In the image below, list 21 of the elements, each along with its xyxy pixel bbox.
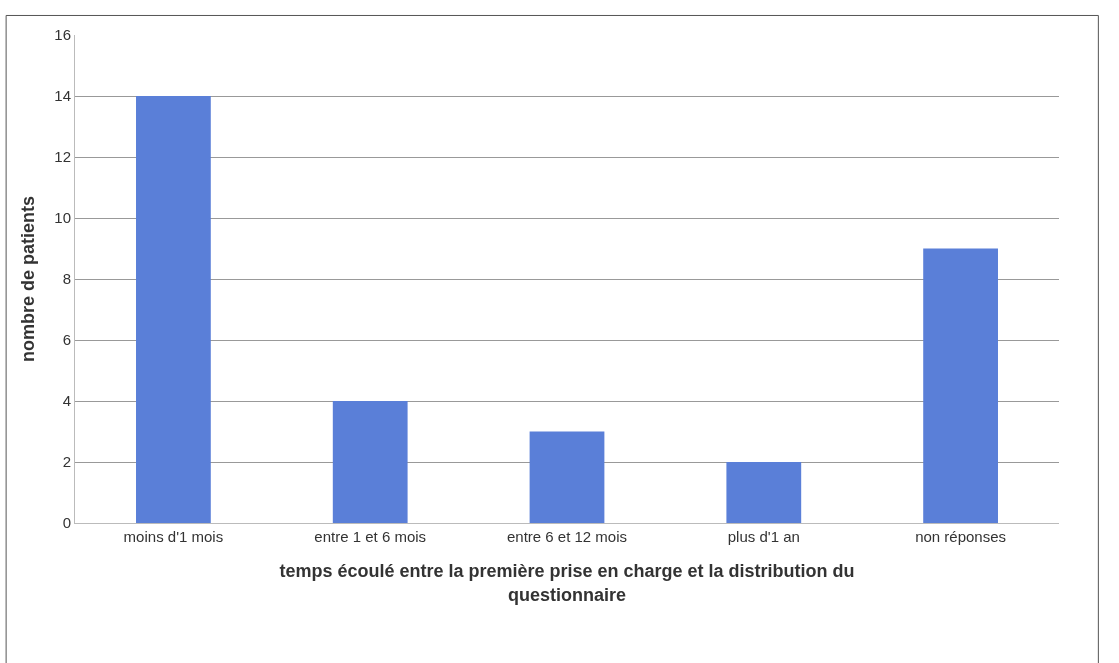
- x-axis-title: temps écoulé entre la première prise en charge et la distribution du questionnaire: [279, 561, 855, 605]
- bar: [923, 248, 998, 523]
- bar: [332, 401, 408, 523]
- x-tick-label: entre 1 et 6 mois: [314, 528, 427, 545]
- y-tick-label: 12: [54, 148, 71, 166]
- x-tick-label: plus d'1 an: [727, 528, 800, 545]
- y-tick-label: 0: [62, 514, 71, 532]
- y-tick-label: 14: [54, 87, 71, 105]
- bar: [529, 431, 605, 523]
- y-axis-title: nombre de patients: [17, 195, 38, 363]
- bar: [136, 96, 211, 523]
- y-tick-label: 4: [62, 392, 71, 410]
- y-tick-label: 8: [62, 270, 71, 288]
- x-tick-label: non réponses: [915, 528, 1007, 545]
- y-tick-label: 16: [54, 26, 71, 44]
- y-tick-label: 2: [62, 453, 71, 471]
- y-tick-label: 10: [54, 209, 71, 227]
- x-tick-label: moins d'1 mois: [123, 528, 224, 545]
- x-tick-label: entre 6 et 12 mois: [506, 528, 628, 545]
- y-tick-label: 6: [62, 331, 71, 349]
- bar: [726, 462, 802, 523]
